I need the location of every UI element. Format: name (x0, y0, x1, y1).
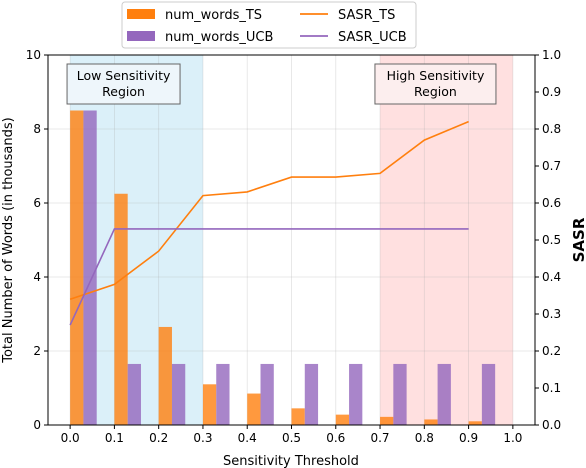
right-y-tick-label: 1.0 (542, 48, 561, 62)
x-tick-label: 0.5 (282, 431, 301, 445)
x-tick-label: 0.1 (105, 431, 124, 445)
region-label-text: Low Sensitivity (77, 68, 171, 83)
bar-num_words_TS-9 (468, 421, 482, 425)
region-label-box-0 (66, 63, 181, 105)
x-axis-label: Sensitivity Threshold (223, 454, 359, 468)
bar-num_words_UCB-0 (83, 110, 97, 425)
bars (70, 110, 496, 425)
x-tick-label: 0.4 (238, 431, 257, 445)
right-y-tick-label: 0.4 (542, 270, 561, 284)
series-lines (69, 120, 469, 326)
left-y-tick-label: 0 (33, 418, 41, 432)
right-y-tick-label: 0.0 (542, 418, 561, 432)
right-y-tick-label: 0.7 (542, 159, 561, 173)
left-y-axis-ticks: 0 2 4 6 8 10 (26, 48, 48, 432)
bar-num_words_UCB-7 (393, 363, 407, 425)
x-tick-label: 1.0 (503, 431, 522, 445)
legend-label-num_words_UCB: num_words_UCB (165, 30, 273, 45)
right-y-tick-label: 0.9 (542, 85, 561, 99)
region-band-1 (380, 55, 513, 425)
bar-num_words_TS-5 (291, 408, 305, 425)
legend-box (121, 1, 417, 49)
region-label-text: High Sensitivity (387, 68, 485, 83)
right-y-tick-label: 0.1 (542, 381, 561, 395)
x-tick-label: 0.7 (370, 431, 389, 445)
line-SASR_TS (69, 120, 469, 300)
right-y-tick-label: 0.5 (542, 233, 561, 247)
legend: num_words_TS num_words_UCB SASR_TS SASR_UCB (121, 1, 417, 49)
legend-label-SASR_TS: SASR_TS (338, 8, 395, 23)
right-y-axis-label: SASR (570, 217, 586, 262)
x-tick-label: 0.3 (193, 431, 212, 445)
bar-num_words_TS-3 (202, 384, 217, 425)
bar-num_words_UCB-8 (437, 363, 451, 425)
bar-num_words_TS-6 (335, 414, 350, 425)
left-y-tick-label: 4 (33, 270, 41, 284)
bar-num_words_UCB-5 (304, 363, 319, 425)
bar-num_words_UCB-1 (127, 363, 141, 425)
right-y-tick-label: 0.3 (542, 307, 561, 321)
bar-num_words_TS-4 (247, 393, 261, 425)
bar-num_words_TS-8 (424, 419, 438, 425)
bar-num_words_TS-2 (158, 326, 172, 425)
bar-num_words_UCB-6 (349, 363, 363, 425)
left-y-axis-label: Total Number of Words (in thousands) (1, 117, 16, 364)
region-label-box-1 (374, 63, 497, 105)
x-tick-label: 0.8 (415, 431, 434, 445)
bar-num_words_UCB-3 (216, 363, 230, 425)
x-tick-label: 0.6 (326, 431, 345, 445)
right-y-tick-label: 0.6 (542, 196, 561, 210)
legend-label-num_words_TS: num_words_TS (165, 8, 262, 23)
legend-label-SASR_UCB: SASR_UCB (338, 30, 407, 45)
left-y-tick-label: 6 (33, 196, 41, 210)
left-y-tick-label: 2 (33, 344, 41, 358)
region-label-text: Region (102, 84, 145, 99)
left-y-tick-label: 8 (33, 122, 41, 136)
line-SASR_UCB (69, 228, 469, 326)
x-tick-label: 0.9 (459, 431, 478, 445)
right-y-axis-ticks: 0.0 0.1 0.2 0.3 0.4 0.5 0.6 0.7 0.8 0.9 1.0 (535, 48, 561, 432)
bar-num_words_UCB-9 (481, 363, 496, 425)
bar-num_words_TS-0 (70, 110, 84, 425)
left-y-tick-label: 10 (26, 48, 41, 62)
x-axis-ticks: 0.0 0.1 0.2 0.3 0.4 0.5 0.6 0.7 0.8 0.9 1.0 (61, 425, 522, 445)
legend-swatch-num_words_UCB (127, 31, 155, 41)
bar-num_words_UCB-2 (171, 363, 186, 425)
x-tick-label: 0.2 (149, 431, 168, 445)
x-tick-label: 0.0 (61, 431, 80, 445)
legend-swatch-num_words_TS (127, 9, 155, 19)
right-y-tick-label: 0.2 (542, 344, 561, 358)
right-y-tick-label: 0.8 (542, 122, 561, 136)
bar-num_words_TS-7 (380, 416, 394, 425)
region-label-text: Region (414, 84, 457, 99)
bar-num_words_UCB-4 (260, 363, 274, 425)
bar-num_words_TS-1 (114, 193, 128, 425)
